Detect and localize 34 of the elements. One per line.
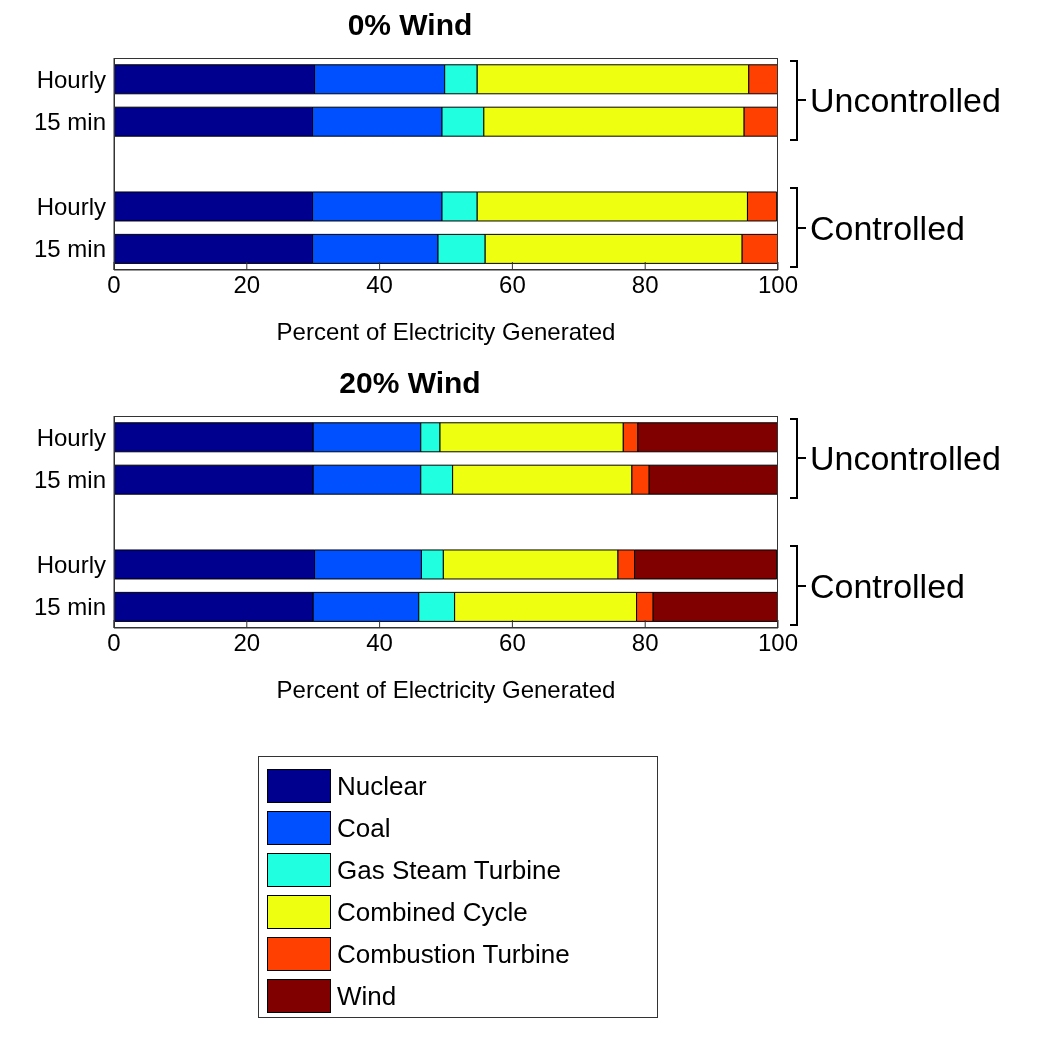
legend-label: Combined Cycle (337, 896, 528, 928)
x-tick-label: 40 (366, 271, 393, 299)
chart-title: 0% Wind (346, 8, 474, 43)
y-tick-label: Hourly (36, 550, 106, 578)
y-tick-label: Hourly (36, 423, 106, 451)
x-axis-title: Percent of Electricity Generated (276, 318, 616, 345)
legend-label: Wind (337, 980, 397, 1012)
text: Controlled (810, 207, 965, 248)
legend-label: Coal (337, 812, 391, 844)
x-tick-label: 100 (757, 629, 799, 657)
chart-title: 20% Wind (338, 366, 482, 401)
legend-label: Nuclear (337, 770, 427, 802)
x-tick-label: 80 (631, 629, 659, 657)
y-tick-label: 15 min (33, 593, 106, 621)
y-tick-label: 15 min (33, 466, 106, 494)
x-tick-label: 60 (499, 629, 526, 657)
text: Uncontrolled (810, 80, 1001, 121)
text: Uncontrolled (810, 438, 1001, 479)
x-tick-label: 20 (233, 271, 261, 299)
text: Controlled (810, 565, 965, 606)
y-tick-label: 15 min (33, 108, 106, 136)
legend-label: Combustion Turbine (337, 938, 570, 970)
x-tick-label: 100 (757, 271, 799, 299)
y-tick-label: 15 min (33, 235, 106, 263)
x-tick-label: 80 (631, 271, 659, 299)
x-tick-label: 0 (107, 629, 121, 657)
x-axis-title: Percent of Electricity Generated (276, 676, 616, 703)
x-tick-label: 20 (233, 629, 261, 657)
x-tick-label: 60 (499, 271, 526, 299)
legend-label: Gas Steam Turbine (337, 854, 561, 886)
y-tick-label: Hourly (36, 192, 106, 220)
y-tick-label: Hourly (36, 65, 106, 93)
x-tick-label: 40 (366, 629, 393, 657)
x-tick-label: 0 (107, 271, 121, 299)
